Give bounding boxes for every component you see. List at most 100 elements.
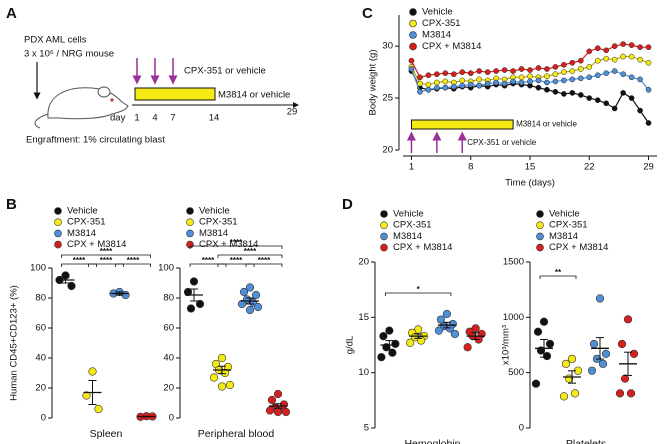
day-tick: 1 <box>134 113 139 124</box>
data-point <box>589 339 599 349</box>
data-point <box>476 68 483 74</box>
arrow-text: CPX-351 or vehicle <box>467 138 536 147</box>
data-point <box>501 80 508 87</box>
data-point <box>225 380 235 390</box>
significance-bracket <box>61 254 151 258</box>
data-point <box>459 82 466 89</box>
data-point <box>251 290 261 300</box>
data-point <box>594 72 601 79</box>
significance-label: **** <box>73 256 86 265</box>
data-point <box>245 305 255 315</box>
data-point <box>217 382 227 391</box>
data-point <box>391 339 400 348</box>
data-point <box>385 326 394 335</box>
panel-label: D <box>342 196 353 213</box>
y-tick-label: 25 <box>382 93 393 104</box>
data-point <box>484 80 491 87</box>
x-axis-label: Time (days) <box>505 178 555 189</box>
legend-label: Vehicle <box>393 209 424 220</box>
data-point <box>561 69 567 75</box>
data-point <box>434 326 443 335</box>
data-point <box>273 389 283 399</box>
data-point <box>94 404 103 414</box>
data-point <box>620 53 626 60</box>
legend-marker <box>536 232 544 241</box>
data-point <box>595 294 605 303</box>
data-point <box>561 61 567 68</box>
x-tick-label: 22 <box>584 162 595 173</box>
legend-marker <box>186 229 194 238</box>
data-point <box>388 348 397 357</box>
legend-marker <box>54 229 62 238</box>
y-axis-label: g/dL <box>345 336 356 355</box>
data-point <box>567 354 577 363</box>
data-point <box>379 332 388 341</box>
y-tick-label: 10 <box>358 367 369 378</box>
data-point <box>552 88 559 95</box>
significance-label: **** <box>202 256 215 265</box>
data-point <box>408 66 415 72</box>
engraftment-text: Engraftment: 1% circulating blast <box>26 135 165 146</box>
data-point <box>459 77 466 84</box>
data-point <box>544 79 550 86</box>
significance-bracket <box>61 263 97 267</box>
data-point <box>535 77 542 84</box>
significance-bracket <box>539 275 577 279</box>
y-tick-label: 0 <box>169 413 174 424</box>
data-point <box>434 71 440 78</box>
y-tick-label: 20 <box>35 383 46 394</box>
x-axis-label: Peripheral blood <box>198 428 275 440</box>
data-point <box>570 389 580 398</box>
data-point <box>273 407 283 417</box>
data-point <box>603 47 610 54</box>
data-point <box>493 79 499 86</box>
x-tick-label: 15 <box>525 162 536 173</box>
significance-bracket <box>217 254 283 258</box>
data-point <box>539 317 549 326</box>
data-point <box>544 73 550 80</box>
data-point <box>417 88 423 95</box>
y-tick-label: 100 <box>158 263 174 274</box>
legend-marker <box>409 8 417 16</box>
data-point <box>82 391 91 400</box>
legend-label: CPX-351 <box>67 217 106 228</box>
data-point <box>628 53 635 60</box>
x-axis-label: Platelets <box>566 438 606 444</box>
data-point <box>637 107 643 114</box>
data-point <box>637 76 643 83</box>
data-point <box>239 287 249 297</box>
data-point <box>552 64 559 70</box>
legend-marker <box>54 207 62 215</box>
data-point <box>620 374 630 383</box>
data-point <box>510 68 516 74</box>
significance-label: **** <box>258 256 271 265</box>
data-point <box>586 48 593 55</box>
data-point <box>442 70 449 77</box>
y-tick-label: 100 <box>30 263 46 274</box>
legend-marker <box>54 218 62 226</box>
data-point <box>434 79 440 86</box>
data-point <box>434 84 440 91</box>
data-point <box>450 71 457 78</box>
legend-label: Vehicle <box>549 209 580 220</box>
mouse-ear <box>97 86 111 98</box>
panel-label: A <box>6 5 17 22</box>
y-tick-label: 0 <box>41 413 46 424</box>
data-point <box>533 327 543 336</box>
data-point <box>561 91 567 97</box>
data-point <box>552 71 559 78</box>
data-point <box>594 57 601 64</box>
significance-label: **** <box>100 256 113 265</box>
data-point <box>645 86 652 93</box>
data-point <box>425 86 432 93</box>
y-tick-label: 80 <box>163 293 174 304</box>
significance-label: **** <box>100 247 113 256</box>
data-point <box>450 83 457 90</box>
data-point <box>542 351 552 361</box>
data-point <box>552 78 559 85</box>
y-tick-label: 40 <box>35 353 46 364</box>
data-point <box>611 43 618 50</box>
day-label: day <box>110 113 126 124</box>
legend-marker <box>409 31 417 39</box>
